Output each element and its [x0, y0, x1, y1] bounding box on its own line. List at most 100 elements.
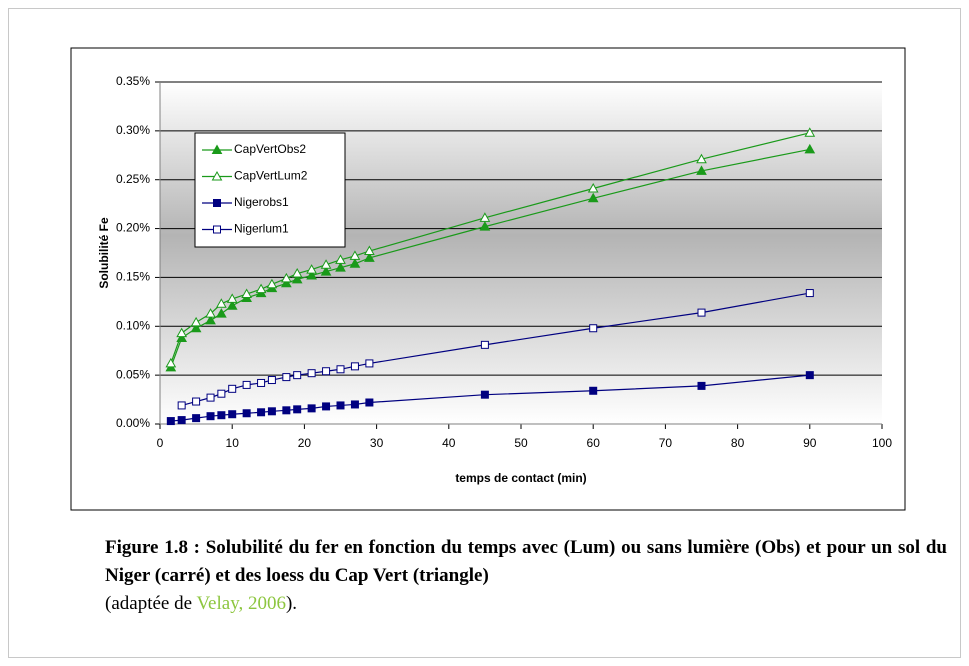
x-tick-label: 90	[803, 436, 817, 450]
marker	[166, 417, 175, 426]
marker	[176, 327, 188, 338]
x-tick-label: 60	[587, 436, 601, 450]
marker	[216, 308, 227, 318]
marker	[228, 410, 237, 419]
marker	[280, 277, 292, 288]
x-axis-label: temps de contact (min)	[455, 471, 586, 485]
x-tick-label: 0	[157, 436, 164, 450]
marker	[587, 192, 599, 203]
x-tick-label: 80	[731, 436, 745, 450]
marker	[282, 406, 291, 415]
marker	[226, 300, 238, 310]
marker	[282, 373, 291, 382]
marker	[365, 398, 374, 407]
marker	[267, 376, 276, 385]
marker	[804, 143, 816, 154]
x-tick-label: 40	[442, 436, 456, 450]
marker	[291, 268, 303, 278]
marker	[349, 258, 361, 268]
marker	[306, 269, 317, 280]
legend-marker	[213, 225, 221, 234]
marker	[335, 262, 346, 272]
marker	[307, 404, 316, 413]
y-tick-label: 0.15%	[116, 270, 150, 284]
y-axis-label: Solubilité Fe	[97, 217, 111, 289]
legend-label: CapVertObs2	[234, 142, 306, 156]
legend-label: CapVertLum2	[234, 169, 308, 183]
marker	[242, 380, 251, 389]
marker	[291, 273, 303, 284]
marker	[320, 266, 332, 276]
marker	[697, 308, 706, 317]
marker	[335, 254, 346, 264]
legend-marker	[211, 170, 223, 181]
marker	[696, 153, 707, 164]
caption: Figure 1.8 : Solubilité du fer en foncti…	[105, 534, 947, 618]
marker	[587, 182, 599, 193]
marker	[217, 389, 226, 398]
y-tick-label: 0.00%	[116, 416, 150, 430]
marker	[217, 411, 226, 420]
marker	[267, 407, 276, 416]
marker	[805, 289, 814, 298]
x-tick-label: 10	[226, 436, 240, 450]
marker	[350, 362, 359, 371]
x-tick-label: 20	[298, 436, 312, 450]
marker	[280, 272, 292, 283]
marker	[804, 127, 816, 137]
marker	[190, 322, 202, 333]
y-tick-label: 0.30%	[116, 123, 150, 137]
marker	[479, 221, 491, 231]
marker	[307, 369, 316, 378]
marker	[293, 405, 302, 414]
marker	[190, 316, 202, 327]
marker	[696, 165, 707, 175]
marker	[364, 245, 375, 256]
marker	[479, 212, 491, 222]
marker	[589, 386, 598, 395]
y-tick-label: 0.05%	[116, 367, 150, 381]
marker	[320, 259, 332, 269]
source-link[interactable]: Velay, 2006	[196, 593, 286, 614]
chart: Solubilité Fe temps de contact (min) 0.0…	[70, 47, 906, 511]
marker	[589, 324, 598, 333]
x-tick-label: 100	[872, 436, 892, 450]
legend: CapVertObs2 CapVertLum2 Nigerobs1 Nigerlum1	[194, 132, 346, 248]
caption-text: Figure 1.8 : Solubilité du fer en foncti…	[105, 537, 947, 586]
marker	[205, 314, 216, 325]
marker	[205, 308, 216, 318]
marker	[206, 412, 215, 421]
marker	[177, 416, 186, 425]
marker	[165, 357, 177, 368]
marker	[242, 409, 251, 418]
marker	[336, 401, 345, 410]
marker	[192, 414, 201, 423]
y-tick-label: 0.35%	[116, 74, 150, 88]
caption-source-end: ).	[285, 593, 298, 614]
marker	[480, 390, 489, 399]
marker	[257, 408, 266, 417]
marker	[322, 367, 331, 376]
marker	[192, 397, 201, 406]
marker	[480, 340, 489, 349]
marker	[697, 381, 706, 390]
marker	[364, 252, 375, 262]
marker	[365, 359, 374, 368]
marker	[350, 400, 359, 409]
marker	[293, 371, 302, 380]
legend-marker	[213, 199, 221, 207]
marker	[206, 393, 215, 402]
marker	[226, 293, 238, 303]
marker	[241, 288, 252, 299]
marker	[255, 283, 267, 294]
marker	[805, 371, 814, 380]
legend-label: Nigerobs1	[234, 195, 289, 209]
marker	[349, 250, 361, 260]
x-tick-label: 50	[514, 436, 528, 450]
y-tick-label: 0.10%	[116, 318, 150, 332]
marker	[336, 365, 345, 374]
legend-label: Nigerlum1	[234, 222, 289, 236]
marker	[257, 378, 266, 387]
y-tick-label: 0.25%	[116, 172, 150, 186]
